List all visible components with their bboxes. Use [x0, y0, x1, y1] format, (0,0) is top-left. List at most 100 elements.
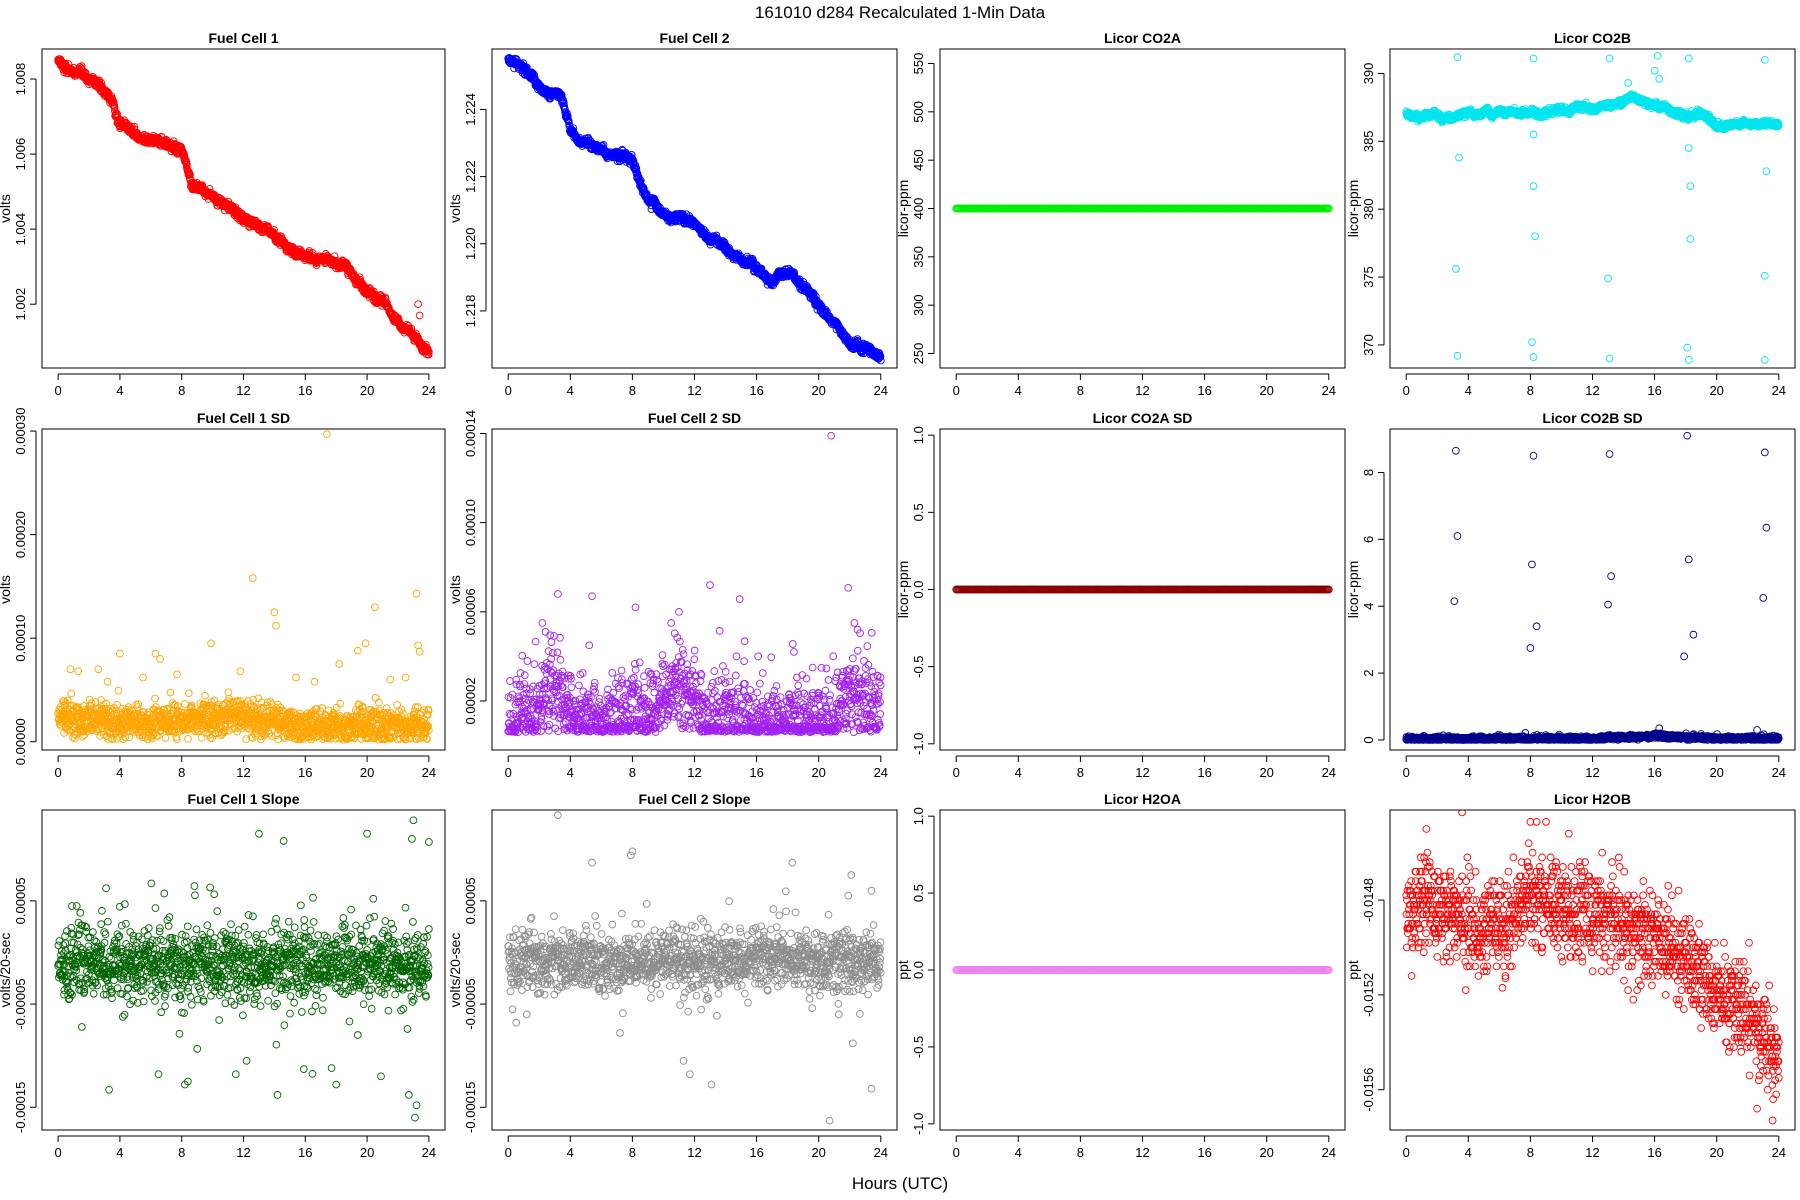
data-points	[504, 54, 885, 365]
data-point	[414, 333, 422, 342]
x-tick-label: 16	[298, 383, 312, 398]
y-axis-label: volts	[0, 194, 13, 223]
y-tick-label: 1.006	[13, 138, 28, 171]
x-tick-label: 24	[422, 383, 436, 398]
data-point	[424, 350, 433, 359]
plot-frame	[491, 48, 898, 369]
x-tick-label: 8	[178, 383, 185, 398]
y-tick-label: 1.002	[13, 288, 28, 321]
y-tick-label: 250	[911, 343, 926, 365]
x-axis: 0 4 8 12 16 20 24	[505, 373, 888, 398]
data-point	[876, 356, 885, 365]
figure-title: 161010 d284 Recalculated 1-Min Data	[755, 3, 1046, 22]
x-tick-label: 12	[1135, 383, 1149, 398]
data-point	[555, 88, 564, 97]
x-tick-label: 4	[116, 383, 123, 398]
y-tick-label: 375	[1361, 266, 1376, 288]
outlier-point	[1529, 182, 1538, 190]
panel-title: Fuel Cell 2	[659, 30, 729, 46]
data-point	[109, 98, 118, 107]
outlier-point	[1684, 356, 1693, 364]
data-point	[67, 689, 76, 698]
y-tick-label: 370	[1361, 334, 1376, 356]
y-tick-label: 1.222	[463, 160, 478, 193]
data-point	[59, 697, 68, 705]
panel-fc2: Fuel Cell 20 4 8 12 16 20 241.2181.2201.2221.2…	[447, 30, 898, 398]
outlier-point	[415, 311, 424, 320]
y-axis-label: volts	[447, 194, 463, 223]
outlier-point	[1684, 144, 1693, 152]
x-tick-label: 4	[567, 383, 574, 398]
y-tick-label: 385	[1361, 130, 1376, 152]
x-tick-label: 4	[1465, 383, 1472, 398]
data-point	[183, 160, 191, 169]
data-point	[529, 69, 537, 78]
outlier-point	[1684, 54, 1693, 63]
outlier-point	[1760, 356, 1769, 364]
outlier-point	[1655, 75, 1664, 83]
data-point	[78, 732, 87, 741]
y-tick-label: 1.218	[463, 295, 478, 328]
outlier-point	[1605, 354, 1614, 363]
outlier-point	[1650, 66, 1659, 75]
data-points	[54, 55, 433, 359]
x-tick-label: 16	[1647, 383, 1661, 398]
panel-title: Fuel Cell 1 SD	[197, 410, 290, 426]
x-tick-label: 4	[1015, 383, 1022, 398]
data-point	[563, 109, 571, 118]
outlier-point	[1452, 265, 1460, 273]
outlier-point	[1686, 235, 1695, 243]
panel-fc1sd: Fuel Cell 1 SD0 4 8 12 16 20 240.000000.000100…	[0, 408, 446, 780]
x-tick-label: 0	[505, 383, 512, 398]
y-tick-label: 500	[911, 101, 926, 123]
outlier-point	[1455, 153, 1463, 162]
data-points	[1402, 51, 1783, 364]
plot-frame	[41, 48, 446, 369]
y-tick-label: 1.004	[13, 213, 28, 246]
x-tick-label: 8	[629, 383, 636, 398]
y-tick-label: 300	[911, 294, 926, 316]
outlier-point	[1683, 343, 1692, 352]
panel-title: Licor CO2B	[1554, 30, 1631, 46]
x-tick-label: 12	[236, 383, 250, 398]
y-tick-label: 1.008	[13, 63, 28, 96]
x-tick-label: 8	[1077, 383, 1084, 398]
y-tick-label: 550	[911, 53, 926, 75]
x-tick-label: 12	[687, 383, 701, 398]
data-point	[1324, 204, 1333, 213]
x-axis: 0 4 8 12 16 20 24	[953, 373, 1336, 398]
panel-fc1: Fuel Cell 10 4 8 12 16 20 241.0021.0041.0061.0…	[0, 30, 446, 398]
outlier-point	[1528, 338, 1536, 347]
outlier-point	[1531, 232, 1539, 241]
data-point	[421, 340, 430, 349]
outlier-point	[1529, 54, 1538, 63]
outlier-point	[1529, 353, 1538, 361]
y-axis-label: licor-ppm	[1345, 180, 1361, 238]
x-axis-label: Hours (UTC)	[852, 1174, 948, 1193]
plot-frame	[939, 48, 1346, 369]
data-point	[559, 96, 568, 105]
x-tick-label: 16	[749, 383, 763, 398]
data-point	[636, 176, 645, 185]
y-tick-label: 380	[1361, 198, 1376, 220]
y-tick-label: 400	[911, 198, 926, 220]
y-tick-label: 1.224	[463, 93, 478, 126]
panel-title: Fuel Cell 1	[208, 30, 278, 46]
x-axis: 0 4 8 12 16 20 24	[1403, 373, 1786, 398]
y-axis-label: licor-ppm	[895, 180, 911, 238]
x-tick-label: 24	[1772, 383, 1786, 398]
panel-title: Licor CO2A	[1104, 30, 1181, 46]
x-tick-label: 0	[55, 383, 62, 398]
plot-frame	[1389, 48, 1796, 369]
x-tick-label: 0	[953, 383, 960, 398]
data-point	[1774, 121, 1783, 129]
y-tick-label: 1.220	[463, 227, 478, 260]
data-points	[952, 204, 1333, 213]
outlier-point	[1624, 79, 1633, 87]
outlier-point	[1604, 274, 1612, 283]
